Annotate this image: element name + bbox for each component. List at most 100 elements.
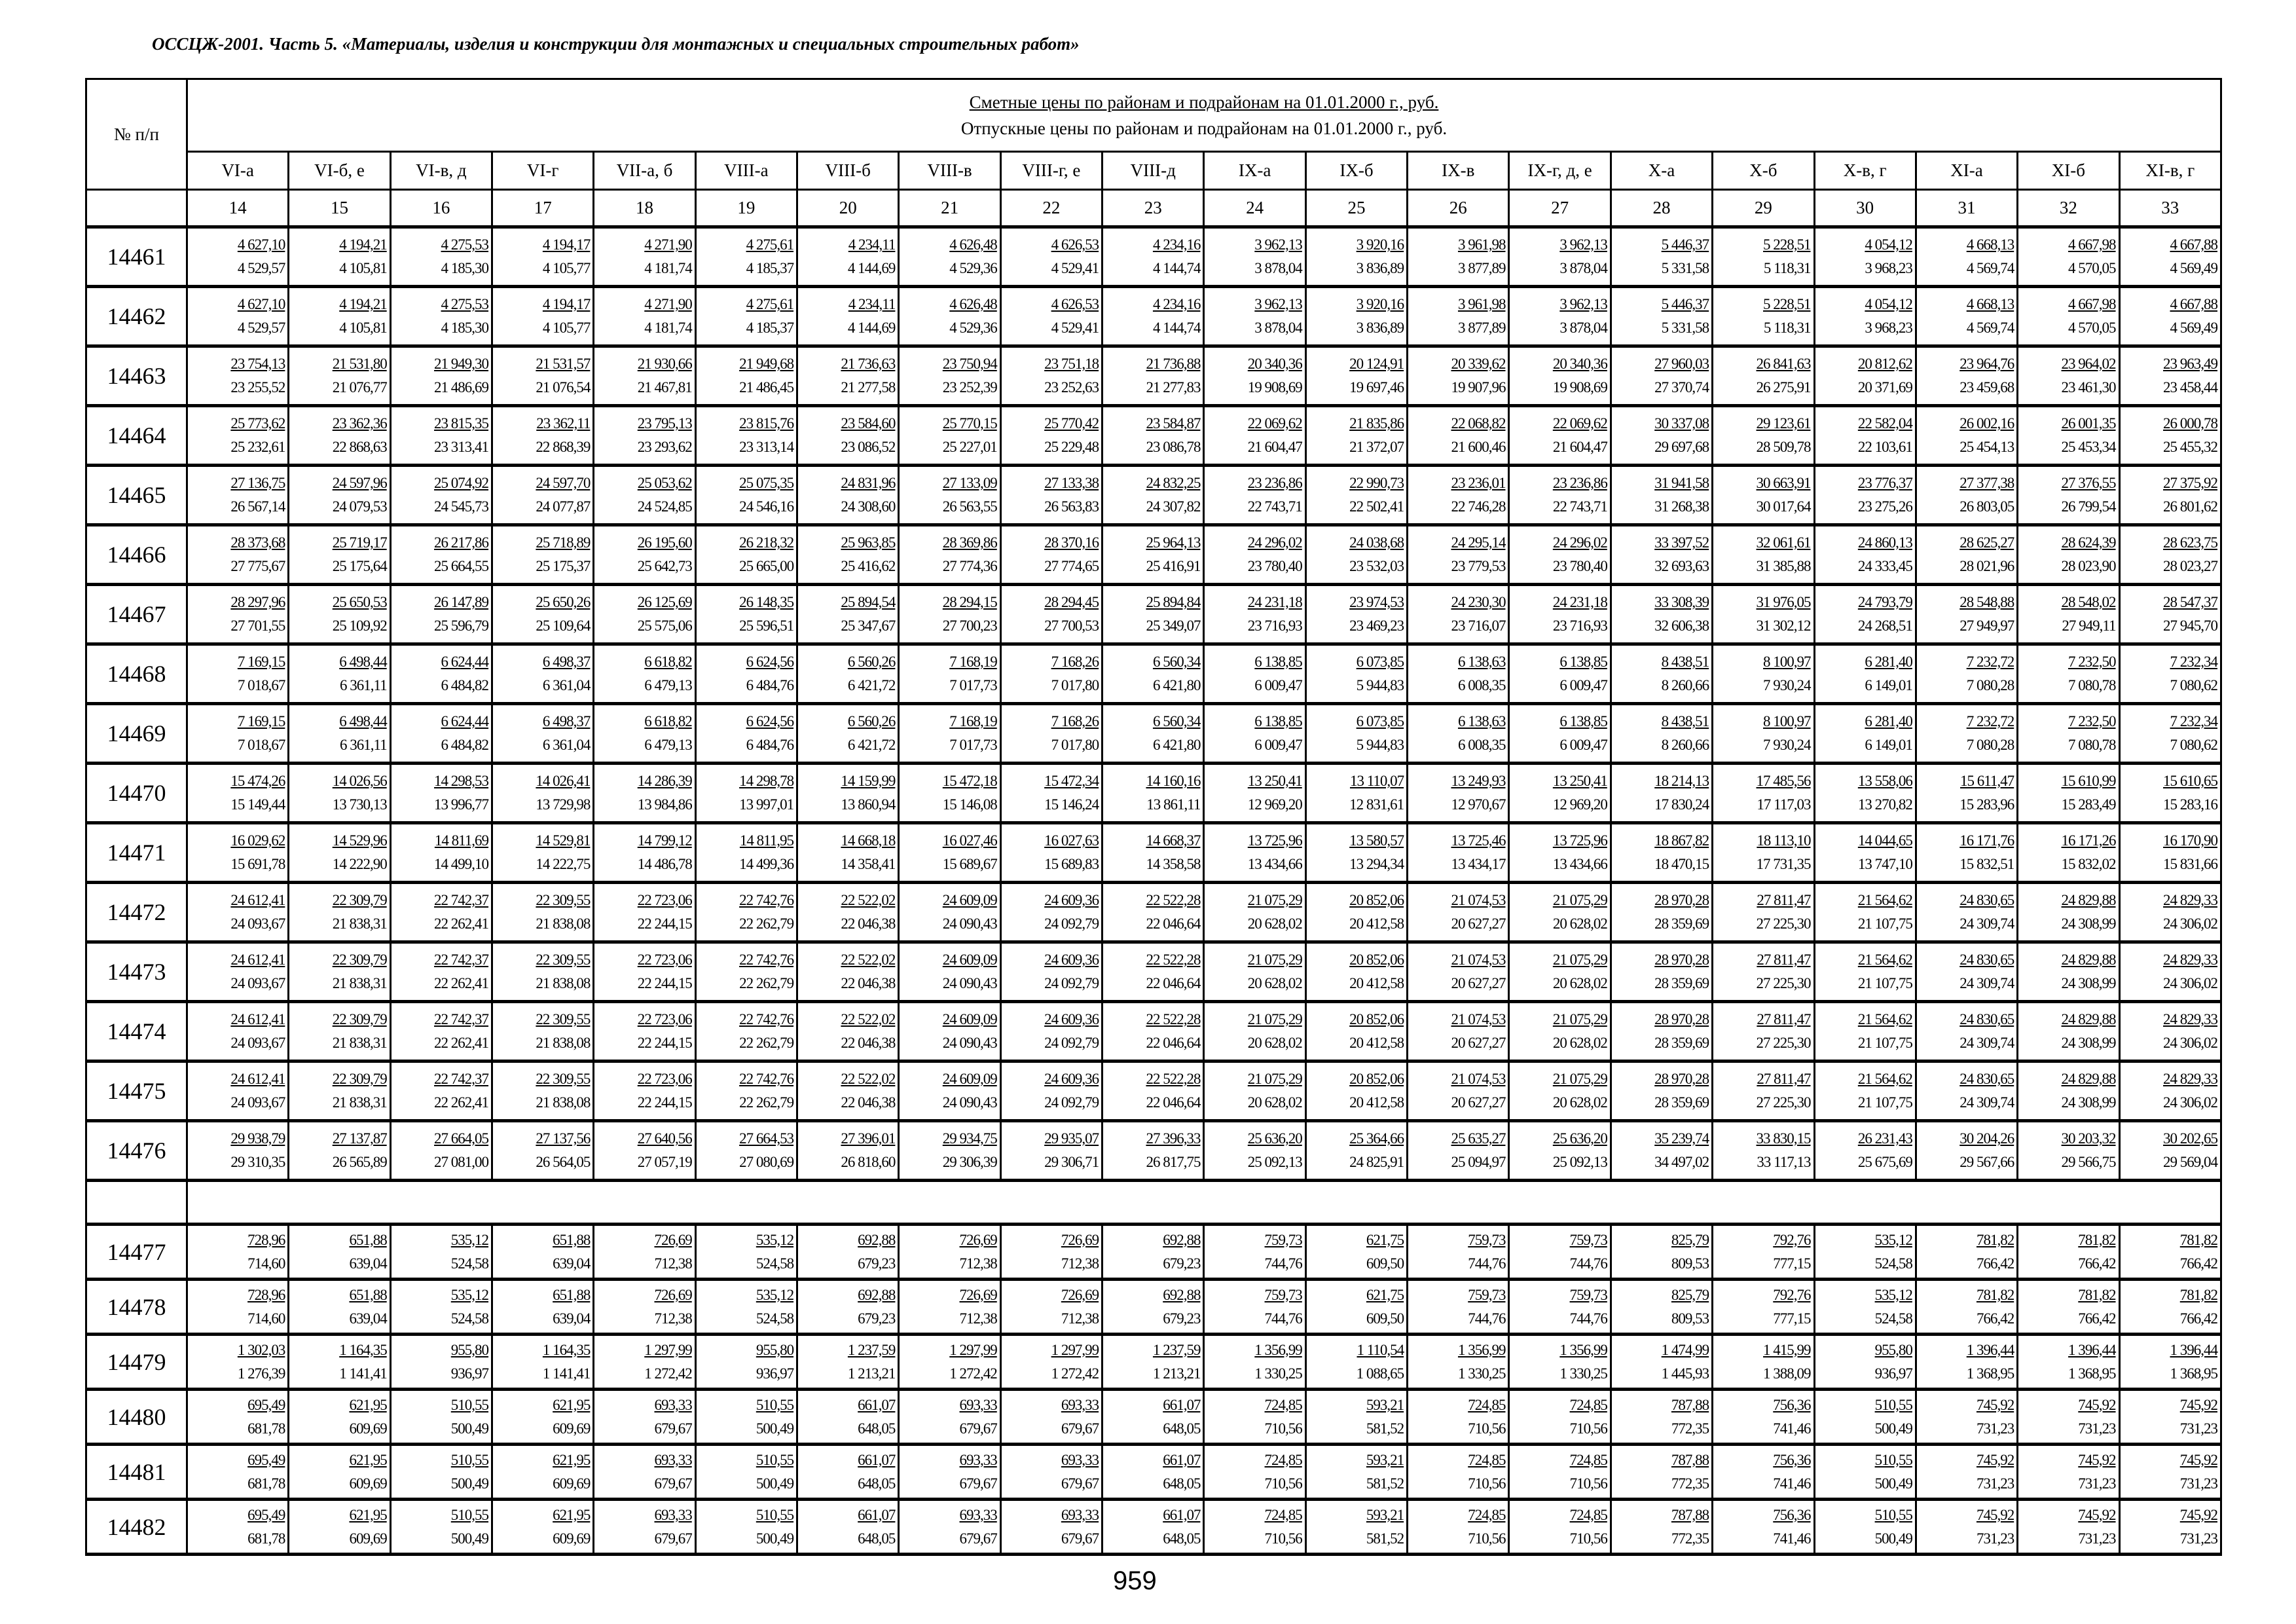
- price-cell: 28 623,75 28 023,27: [2118, 524, 2223, 586]
- estimated-price: 7 169,15: [237, 654, 285, 670]
- price-cell: 24 295,14 23 779,53: [1406, 524, 1510, 586]
- estimated-price: 661,07: [858, 1396, 896, 1413]
- price-cell: 25 770,15 25 227,01: [898, 405, 1002, 467]
- price-cell: 745,92 731,23: [1914, 1388, 2019, 1446]
- release-price: 28 359,69: [1654, 975, 1709, 991]
- estimated-price: 1 356,99: [1457, 1341, 1506, 1358]
- price-cell: 25 719,17 25 175,64: [287, 524, 392, 586]
- release-price: 25 094,97: [1451, 1154, 1506, 1170]
- estimated-price: 18 113,10: [1757, 832, 1811, 849]
- estimated-price: 14 026,41: [536, 773, 591, 789]
- estimated-price: 16 170,90: [2163, 832, 2218, 849]
- release-price: 21 107,75: [1857, 1035, 1913, 1051]
- price-cell: 20 124,91 19 697,46: [1304, 345, 1409, 407]
- estimated-price: 27 960,03: [1654, 356, 1709, 372]
- price-cell: 22 309,79 21 838,31: [287, 941, 392, 1003]
- estimated-price: 24 609,36: [1044, 951, 1099, 968]
- estimated-price: 6 560,26: [847, 654, 896, 670]
- release-price: 524,58: [450, 1255, 489, 1272]
- estimated-price: 21 075,29: [1247, 892, 1303, 908]
- price-cell: 13 725,46 13 434,17: [1406, 822, 1510, 884]
- price-cell: 4 626,48 4 529,36: [898, 226, 1002, 288]
- release-price: 31 302,12: [1756, 618, 1812, 634]
- price-cell: 745,92 731,23: [2016, 1443, 2121, 1501]
- release-price: 24 090,43: [942, 915, 998, 932]
- estimated-price: 726,69: [959, 1286, 998, 1303]
- release-price: 679,67: [654, 1475, 692, 1492]
- release-price: 772,35: [1671, 1475, 1709, 1492]
- estimated-price: 745,92: [2179, 1451, 2218, 1468]
- release-price: 1 445,93: [1661, 1365, 1710, 1382]
- row-number: 14477: [85, 1223, 188, 1281]
- estimated-price: 25 364,66: [1349, 1130, 1404, 1147]
- release-price: 21 076,54: [536, 379, 591, 396]
- column-number-empty: [85, 189, 188, 229]
- price-cell: 25 650,53 25 109,92: [287, 583, 392, 646]
- price-cell: 24 612,41 24 093,67: [185, 881, 290, 944]
- price-cell: 24 597,96 24 079,53: [287, 464, 392, 526]
- release-price: 710,56: [1569, 1530, 1608, 1547]
- release-price: 21 838,31: [332, 1094, 388, 1111]
- page-number: 959: [1113, 1566, 1157, 1595]
- release-price: 20 627,27: [1451, 1035, 1506, 1051]
- release-price: 22 262,41: [434, 975, 489, 991]
- price-cell: 25 364,66 24 825,91: [1304, 1120, 1409, 1182]
- estimated-price: 781,82: [2179, 1286, 2218, 1303]
- estimated-price: 759,73: [1264, 1286, 1303, 1303]
- price-cell: 3 920,16 3 836,89: [1304, 226, 1409, 288]
- price-cell: 593,21 581,52: [1304, 1498, 1409, 1556]
- release-price: 26 563,55: [942, 498, 998, 515]
- price-cell: 22 522,28 22 046,64: [1101, 941, 1205, 1003]
- release-price: 6 484,82: [441, 677, 490, 693]
- release-price: 710,56: [1264, 1420, 1303, 1437]
- price-cell: 27 376,55 26 799,54: [2016, 464, 2121, 526]
- price-cell: 651,88 639,04: [287, 1278, 392, 1336]
- price-cell: 7 169,15 7 018,67: [185, 703, 290, 765]
- estimated-price: 24 597,96: [332, 475, 388, 491]
- price-cell: 13 725,96 13 434,66: [1203, 822, 1307, 884]
- region-header: VII-а, б: [592, 151, 697, 191]
- estimated-price: 22 309,55: [536, 951, 591, 968]
- release-price: 731,23: [2078, 1420, 2116, 1437]
- estimated-price: 25 718,89: [536, 534, 591, 551]
- price-cell: 23 236,86 22 743,71: [1203, 464, 1307, 526]
- release-price: 24 308,60: [841, 498, 896, 515]
- release-price: 710,56: [1468, 1530, 1506, 1547]
- release-price: 731,23: [1976, 1530, 2014, 1547]
- row-number: 14470: [85, 762, 188, 824]
- estimated-price: 5 446,37: [1661, 296, 1709, 312]
- price-cell: 20 340,36 19 908,69: [1203, 345, 1307, 407]
- price-cell: 24 829,33 24 306,02: [2118, 941, 2223, 1003]
- price-cell: 23 815,35 23 313,41: [389, 405, 494, 467]
- row-number: 14469: [85, 703, 188, 765]
- estimated-price: 24 830,65: [1959, 892, 2014, 908]
- estimated-price: 25 770,42: [1044, 415, 1099, 432]
- price-cell: 26 000,78 25 455,32: [2118, 405, 2223, 467]
- release-price: 28 359,69: [1654, 1094, 1709, 1111]
- price-cell: 781,82 766,42: [2016, 1278, 2121, 1336]
- price-cell: 4 194,17 4 105,77: [491, 286, 595, 348]
- row-number: 14468: [85, 643, 188, 705]
- price-cell: 724,85 710,56: [1508, 1443, 1612, 1501]
- price-cell: 14 799,12 14 486,78: [592, 822, 697, 884]
- estimated-price: 621,95: [349, 1451, 387, 1468]
- release-price: 24 524,85: [637, 498, 693, 515]
- price-cell: 6 073,85 5 944,83: [1304, 643, 1409, 705]
- release-price: 3 878,04: [1559, 260, 1608, 276]
- estimated-price: 23 362,11: [536, 415, 591, 432]
- estimated-price: 7 168,26: [1051, 654, 1099, 670]
- price-cell: 28 369,86 27 774,36: [898, 524, 1002, 586]
- estimated-price: 20 340,36: [1552, 356, 1608, 372]
- price-cell: 621,75 609,50: [1304, 1278, 1409, 1336]
- estimated-price: 22 309,79: [332, 951, 388, 968]
- price-cell: 7 232,72 7 080,28: [1914, 703, 2019, 765]
- price-cell: 1 356,99 1 330,25: [1508, 1333, 1612, 1391]
- row-number: 14479: [85, 1333, 188, 1391]
- estimated-price: 661,07: [1163, 1451, 1201, 1468]
- release-price: 22 743,71: [1552, 498, 1608, 515]
- estimated-price: 759,73: [1569, 1231, 1608, 1248]
- release-price: 20 627,27: [1451, 915, 1506, 932]
- price-cell: 23 751,18 23 252,63: [999, 345, 1104, 407]
- price-cell: 16 171,26 15 832,02: [2016, 822, 2121, 884]
- price-cell: 1 302,03 1 276,39: [185, 1333, 290, 1391]
